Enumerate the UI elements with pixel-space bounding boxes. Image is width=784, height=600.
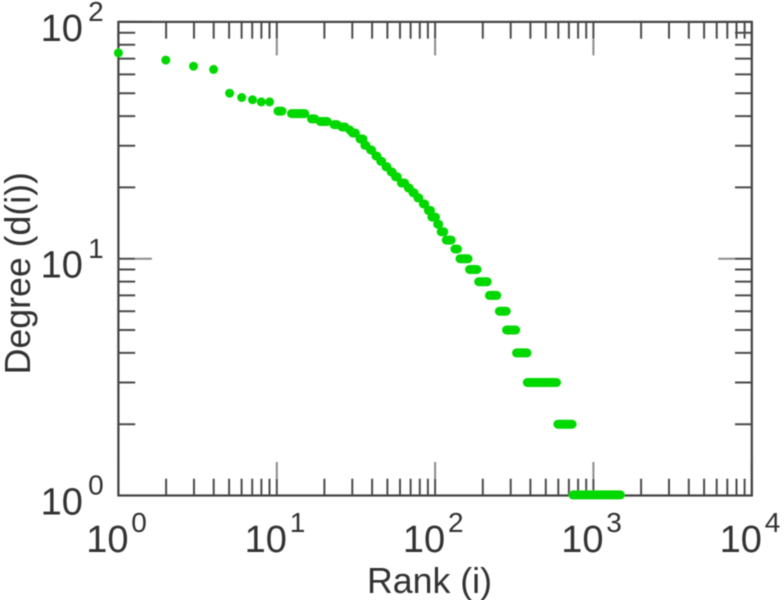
svg-text:0: 0 [88, 470, 104, 501]
svg-text:3: 3 [606, 507, 622, 538]
svg-text:1: 1 [88, 233, 104, 264]
svg-text:2: 2 [448, 507, 464, 538]
svg-text:0: 0 [131, 507, 147, 538]
svg-text:10: 10 [720, 519, 762, 561]
svg-text:10: 10 [245, 519, 287, 561]
svg-text:10: 10 [86, 519, 128, 561]
svg-text:10: 10 [403, 519, 445, 561]
svg-text:1: 1 [290, 507, 306, 538]
svg-text:10: 10 [41, 245, 83, 287]
svg-text:2: 2 [88, 0, 104, 27]
svg-text:10: 10 [561, 519, 603, 561]
svg-text:Degree (d(i)): Degree (d(i)) [0, 172, 38, 374]
svg-text:4: 4 [765, 507, 781, 538]
svg-text:10: 10 [41, 482, 83, 524]
svg-text:Rank (i): Rank (i) [367, 561, 492, 600]
svg-text:10: 10 [41, 8, 83, 50]
